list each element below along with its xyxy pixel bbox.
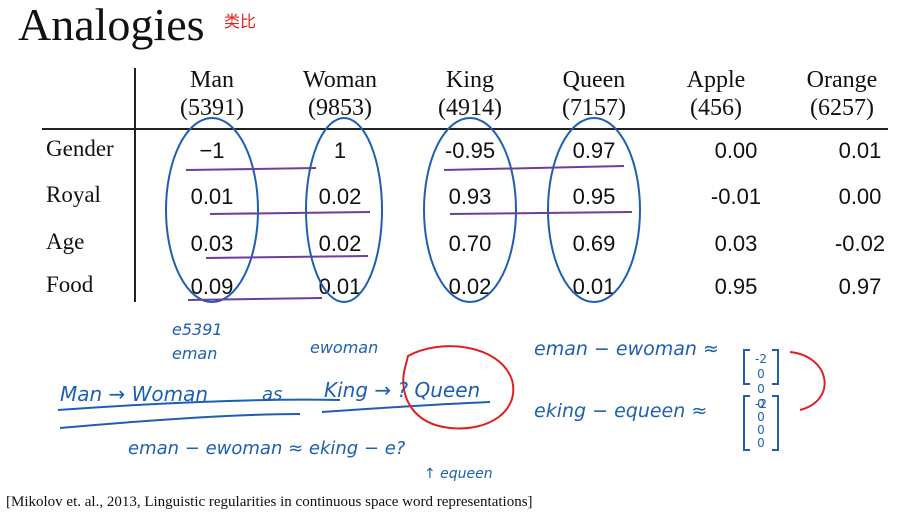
column-header-apple: Apple (456) [656,66,776,122]
column-word: Orange [806,67,878,93]
row-label-gender: Gender [46,136,114,161]
vector-entry: -2 [755,352,767,366]
column-index: (7157) [562,95,626,121]
vector-entry: 0 [757,367,765,381]
table-cell: −1 [199,138,225,163]
handwritten-vector-bottom: -2 0 0 0 [747,398,775,450]
table-cell: 0.97 [838,274,882,299]
handwritten-analogy-as: as [262,384,283,405]
table-cell: 0.09 [190,274,234,299]
handwritten-ewoman: ewoman [310,338,379,357]
table-cell: 0.97 [572,138,616,163]
title-annotation: 类比 [224,12,257,31]
table-cell: -0.95 [444,138,496,163]
handwritten-equation: eman − ewoman ≈ eking − e? [128,438,406,459]
vector-entry: -2 [755,397,767,411]
handwritten-diff-bottom: eking − equeen ≈ [534,400,708,422]
column-word: Queen [562,67,626,93]
column-header-queen: Queen (7157) [534,66,654,122]
purple-link [185,167,317,171]
table-horizontal-rule [42,128,888,130]
handwritten-analogy-right: King → ? Queen [324,378,481,402]
column-header-woman: Woman (9853) [280,66,400,122]
page-title: Analogies [18,0,205,50]
column-index: (9853) [308,95,372,121]
purple-link [443,165,625,171]
column-index: (5391) [180,95,244,121]
table-cell: 0.03 [190,231,234,256]
row-label-age: Age [46,229,85,254]
table-cell: -0.01 [710,184,762,209]
table-cell: 0.00 [714,138,758,163]
table-cell: 0.02 [318,184,362,209]
table-cell: 0.69 [572,231,616,256]
table-cell: -0.02 [834,231,886,256]
table-cell: 1 [333,138,347,163]
handwritten-equation-note: ↑ equeen [424,466,493,482]
citation: [Mikolov et. al., 2013, Linguistic regul… [6,494,533,510]
handwritten-diff-top: eman − ewoman ≈ [534,338,719,360]
underline-analogy [59,413,301,429]
table-cell: 0.01 [318,274,362,299]
column-word: Apple [686,67,746,93]
handwritten-analogy-left: Man → Woman [60,382,209,406]
underline-analogy [321,401,491,413]
table-cell: 0.02 [318,231,362,256]
row-label-royal: Royal [46,182,101,207]
purple-link [449,211,633,215]
column-word: King [446,67,494,93]
vector-entry: 0 [757,423,765,437]
vector-entry: 0 [757,397,765,411]
column-word: Woman [302,67,378,93]
table-cell: 0.02 [448,274,492,299]
column-index: (6257) [810,95,874,121]
vector-entry: 0 [757,382,765,396]
handwritten-e5391: e5391 [172,320,223,339]
column-header-man: Man (5391) [152,66,272,122]
column-word: Man [190,67,234,93]
table-cell: 0.70 [448,231,492,256]
vector-entry: 0 [757,410,765,424]
row-label-food: Food [46,272,94,297]
table-vertical-rule [134,68,136,302]
column-header-king: King (4914) [410,66,530,122]
column-header-orange: Orange (6257) [782,66,902,122]
table-cell: 0.01 [838,138,882,163]
table-cell: 0.95 [572,184,616,209]
handwritten-eman: eman [172,344,218,363]
table-cell: 0.93 [448,184,492,209]
table-cell: 0.95 [714,274,758,299]
table-cell: 0.01 [190,184,234,209]
purple-link [209,211,371,215]
column-index: (456) [690,95,742,121]
vector-entry: 0 [757,436,765,450]
handwritten-vector-top: -2 0 0 0 [747,352,775,412]
red-link [789,351,826,411]
table-cell: 0.03 [714,231,758,256]
column-index: (4914) [438,95,502,121]
table-cell: 0.00 [838,184,882,209]
table-cell: 0.01 [572,274,616,299]
